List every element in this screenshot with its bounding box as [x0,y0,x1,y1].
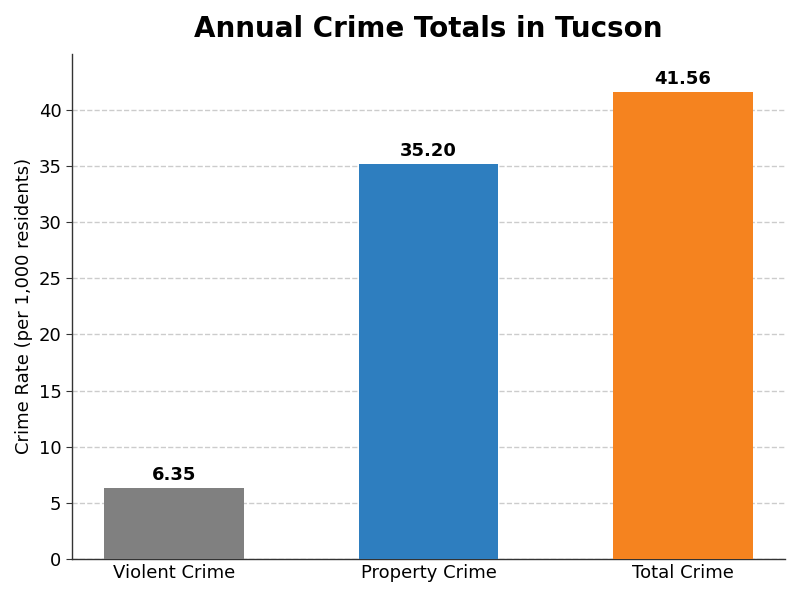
Bar [613,93,753,559]
Text: 41.56: 41.56 [654,70,711,88]
Bar [104,488,244,559]
Text: 6.35: 6.35 [152,466,197,484]
Bar [358,164,498,559]
Title: Annual Crime Totals in Tucson: Annual Crime Totals in Tucson [194,15,662,43]
Text: 35.20: 35.20 [400,142,457,160]
Y-axis label: Crime Rate (per 1,000 residents): Crime Rate (per 1,000 residents) [15,158,33,454]
